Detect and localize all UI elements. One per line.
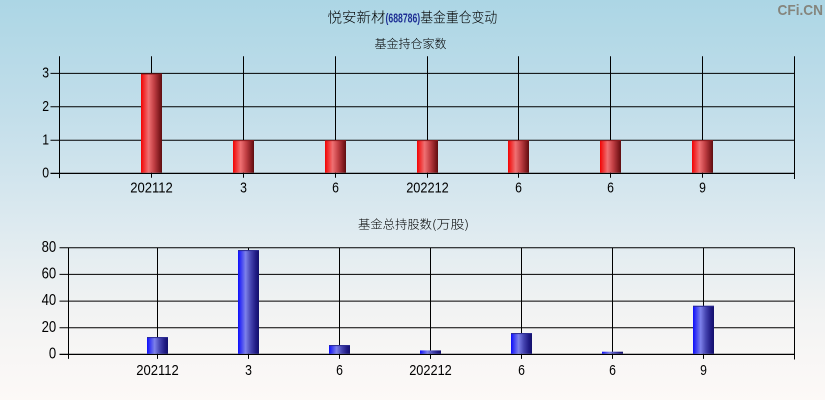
svg-text:6: 6 [336, 362, 343, 379]
svg-text:基金总持股数(万股): 基金总持股数(万股) [358, 216, 469, 233]
svg-text:CFi.CN: CFi.CN [778, 2, 824, 19]
svg-text:3: 3 [240, 179, 247, 196]
svg-text:202112: 202112 [136, 362, 179, 379]
svg-text:202112: 202112 [130, 179, 173, 196]
svg-text:60: 60 [42, 266, 57, 283]
svg-text:1: 1 [42, 132, 49, 149]
svg-text:悦安新材(688786)基金重仓变动: 悦安新材(688786)基金重仓变动 [328, 8, 498, 28]
svg-text:202212: 202212 [409, 362, 452, 379]
svg-text:6: 6 [607, 179, 614, 196]
svg-text:6: 6 [518, 362, 525, 379]
svg-text:基金持仓家数: 基金持仓家数 [375, 35, 447, 52]
svg-text:0: 0 [49, 346, 57, 363]
svg-text:6: 6 [609, 362, 616, 379]
svg-text:3: 3 [245, 362, 252, 379]
svg-text:80: 80 [42, 239, 57, 256]
svg-text:2: 2 [42, 98, 49, 115]
svg-text:9: 9 [700, 362, 707, 379]
svg-text:3: 3 [42, 65, 49, 82]
svg-text:40: 40 [42, 292, 57, 309]
svg-text:20: 20 [42, 319, 57, 336]
svg-text:0: 0 [42, 165, 49, 182]
svg-text:6: 6 [332, 179, 339, 196]
svg-text:6: 6 [515, 179, 522, 196]
svg-text:9: 9 [699, 179, 706, 196]
svg-text:202212: 202212 [406, 179, 449, 196]
